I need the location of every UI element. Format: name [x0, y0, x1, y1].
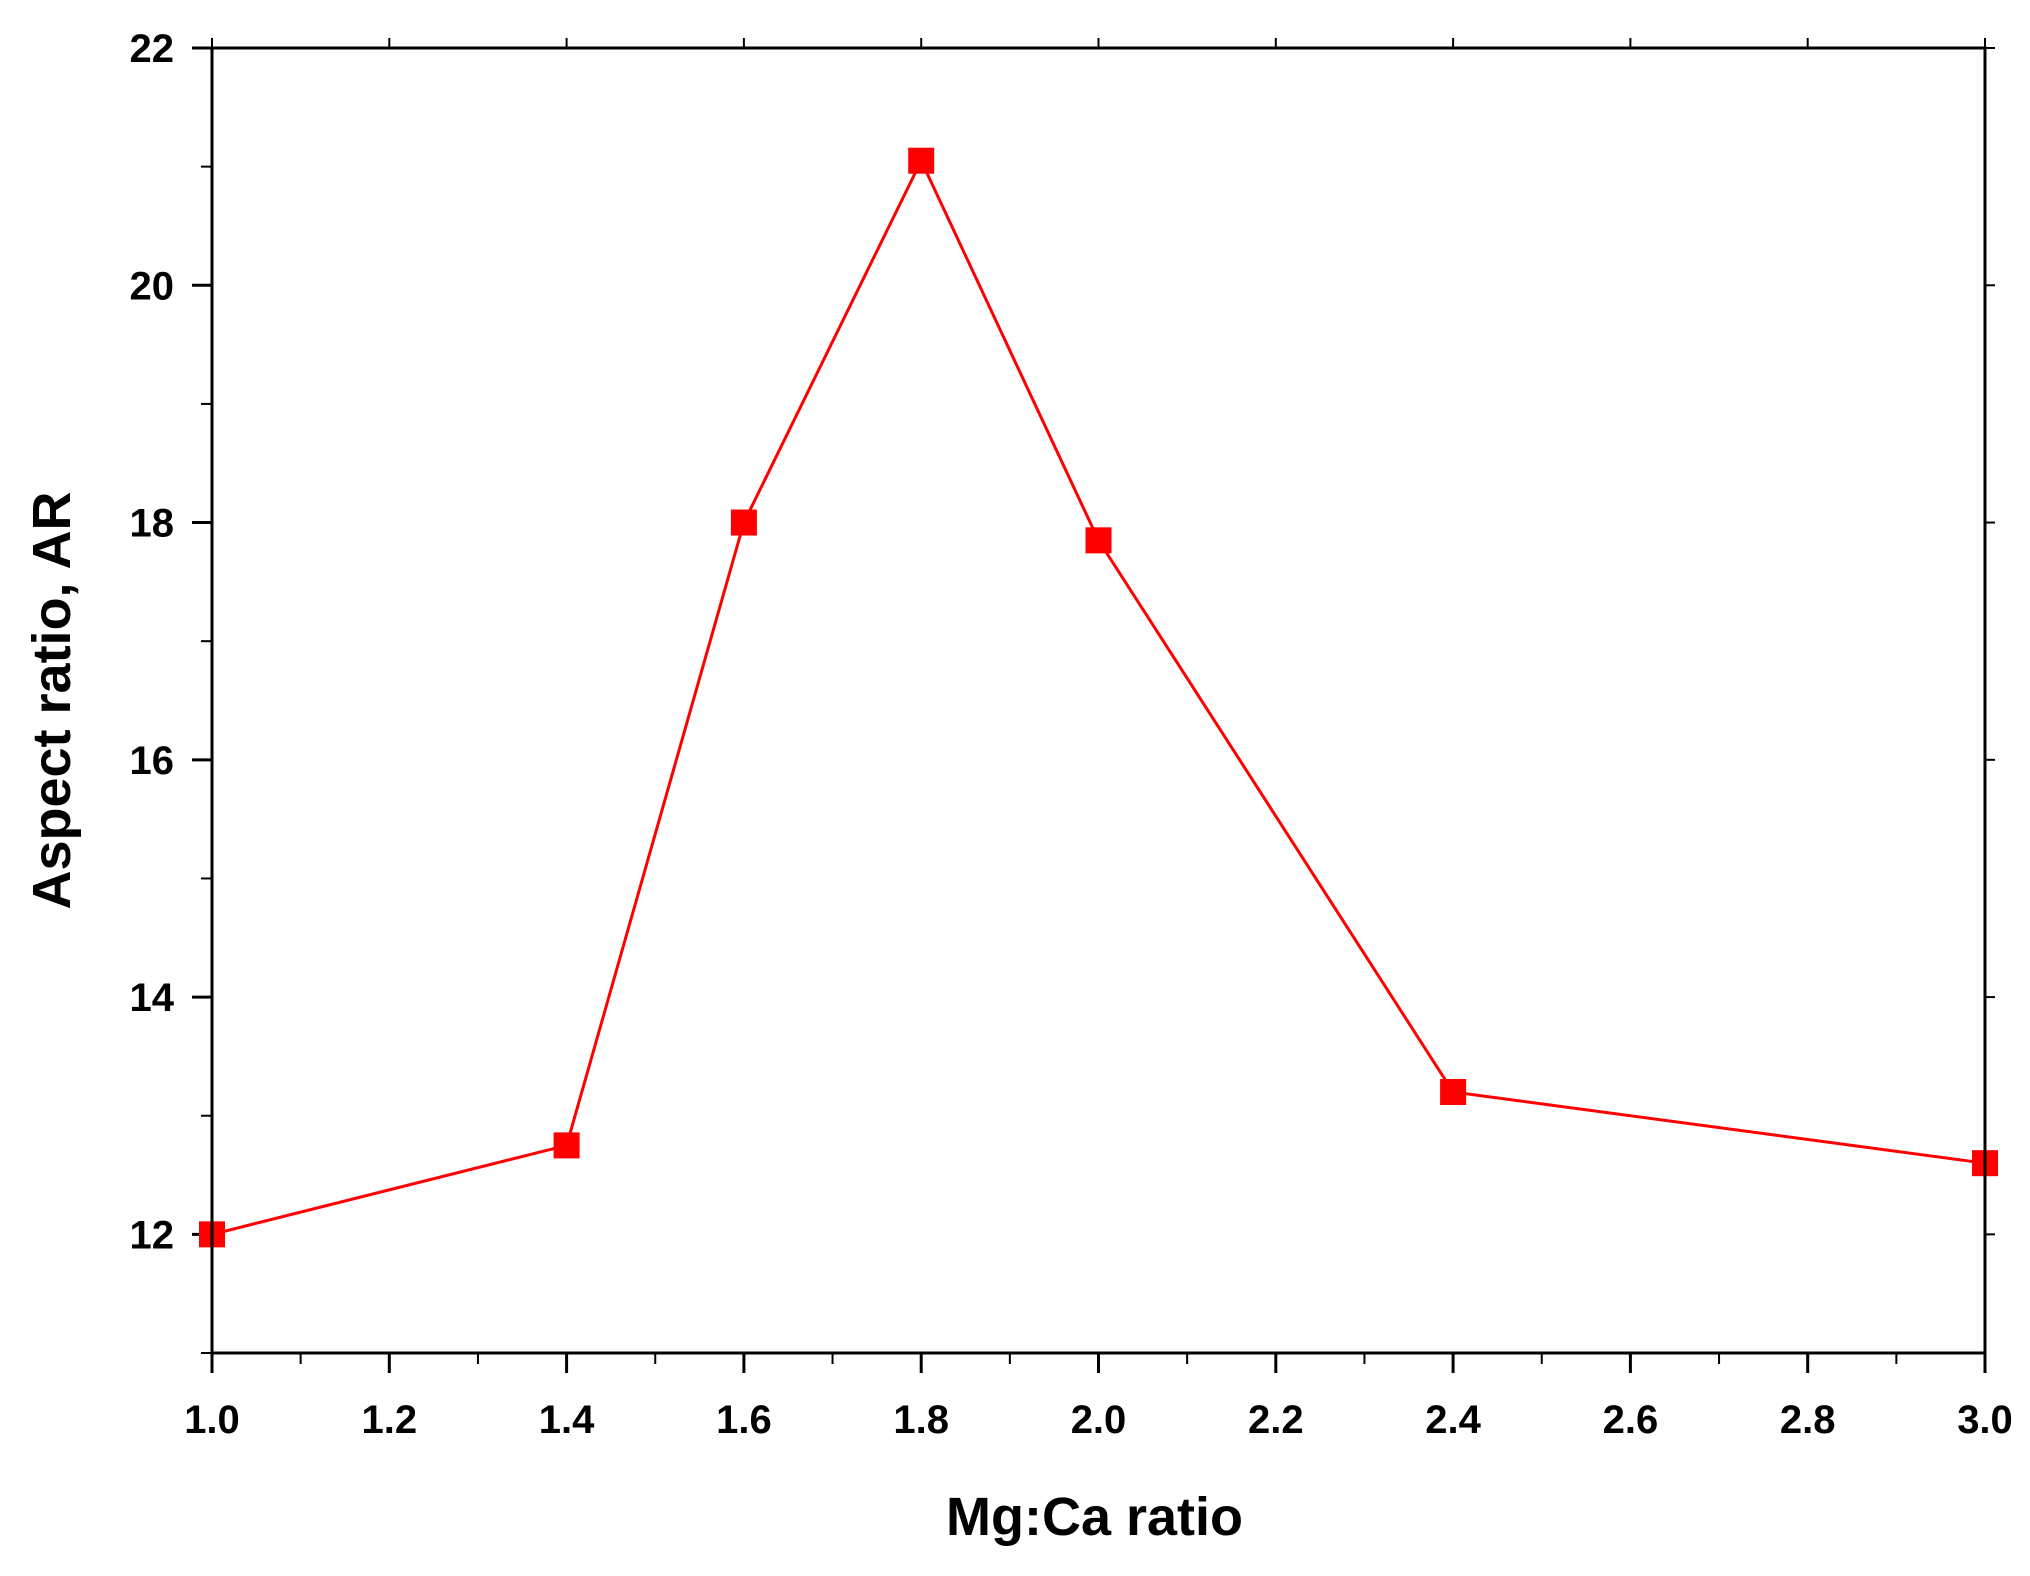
x-tick-label: 1.0: [184, 1398, 240, 1442]
data-point-marker: [908, 147, 935, 174]
x-tick-label: 2.4: [1425, 1398, 1481, 1442]
data-point-marker: [730, 509, 757, 536]
y-tick-label: 14: [130, 976, 175, 1020]
data-point-marker: [1440, 1079, 1467, 1105]
y-tick-label: 16: [130, 739, 175, 783]
x-tick-label: 2.2: [1248, 1398, 1304, 1442]
data-point-marker: [1085, 527, 1112, 554]
plot-frame: [210, 46, 1987, 1355]
x-tick-label: 1.2: [361, 1398, 417, 1442]
x-tick-label: 1.6: [716, 1398, 772, 1442]
y-tick-label: 18: [130, 502, 175, 546]
ticks-layer: 1.0 1.2 1.4 1.6 1.8 2.0 2.2 2.4 2.6 2.8 3.0 12 14 16 1…: [130, 27, 2013, 1442]
labels-layer: Mg:Ca ratio Aspect ratio, AR: [22, 491, 1243, 1547]
x-axis-label: Mg:Ca ratio: [946, 1487, 1243, 1547]
x-tick-label: 2.0: [1071, 1398, 1127, 1442]
x-tick-label: 1.8: [893, 1398, 949, 1442]
x-tick-label: 2.8: [1780, 1398, 1836, 1442]
x-tick-label: 1.4: [539, 1398, 595, 1442]
y-tick-label: 20: [130, 264, 175, 308]
x-tick-label: 2.6: [1603, 1398, 1659, 1442]
y-axis-label: Aspect ratio, AR: [22, 491, 82, 909]
data-point-marker: [553, 1132, 580, 1159]
y-tick-label: 12: [130, 1213, 175, 1257]
y-tick-label: 22: [130, 27, 175, 71]
x-tick-label: 3.0: [1957, 1398, 2013, 1442]
